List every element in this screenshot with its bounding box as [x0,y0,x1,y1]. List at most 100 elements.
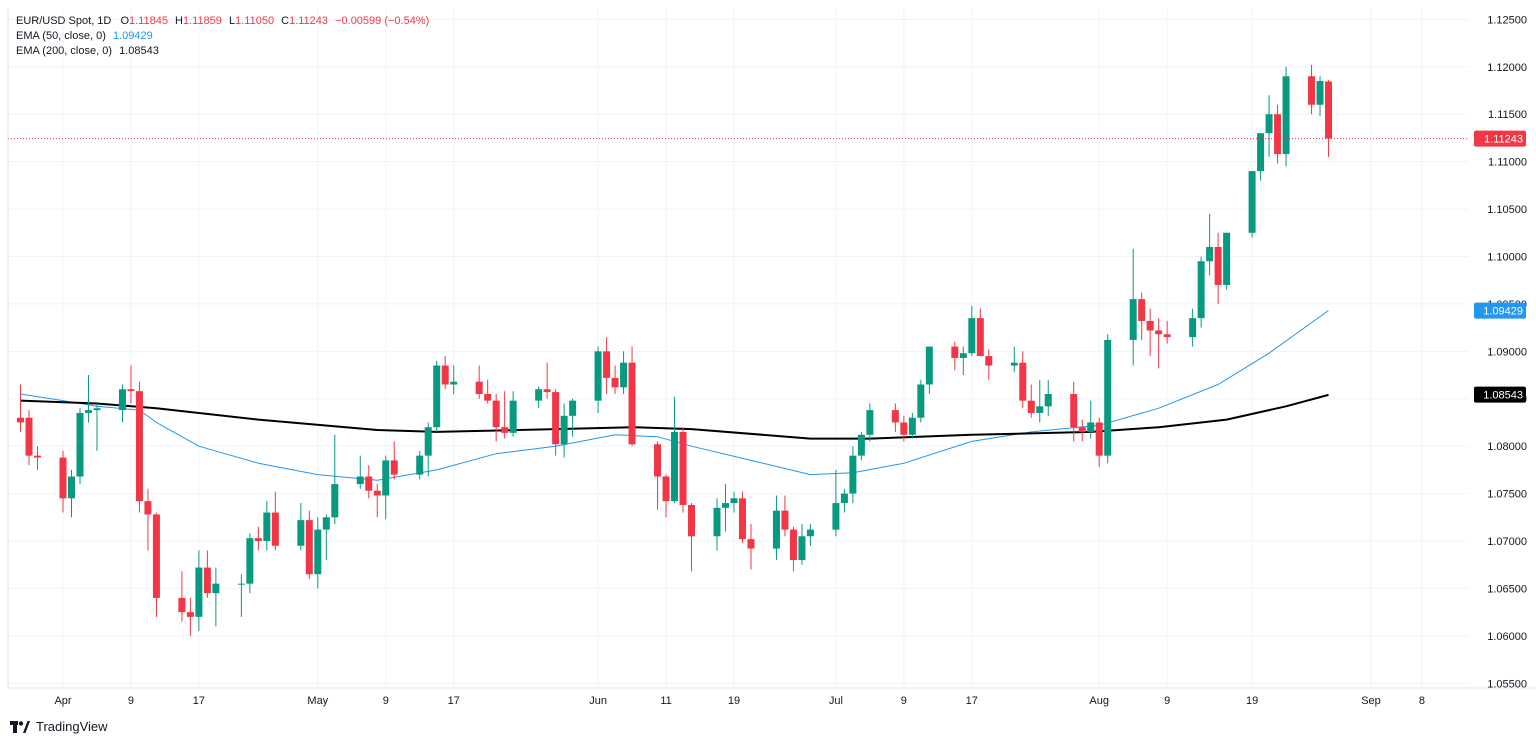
candle-body [620,362,628,388]
candle [679,427,687,513]
y-tick-label: 1.11000 [1488,157,1527,169]
candle-body [34,455,42,458]
candle [908,412,916,439]
candle-body [1010,362,1018,366]
candle-body [1282,76,1290,155]
candle [976,308,984,357]
tradingview-logo[interactable]: TradingView [10,719,108,734]
candle-body [747,539,755,549]
candle-body [1044,393,1052,407]
candle [1282,66,1290,167]
candle-body [297,520,305,546]
candle [866,403,874,442]
candle [857,431,865,461]
ema200-label[interactable]: EMA (200, close, 0) [16,45,112,57]
candle [1189,308,1197,347]
candles [17,64,1333,636]
candle-body [1308,76,1316,105]
candle [713,498,721,551]
ema200-line [20,393,1329,440]
candle-body [263,512,271,541]
candle-body [1197,261,1205,319]
candle [509,391,517,437]
candle-body [628,362,636,445]
candle-body [1146,320,1154,331]
x-tick-label: 9 [383,695,389,707]
candle [59,450,67,513]
candle [25,410,33,466]
ema50-value: 1.09429 [112,30,153,42]
candle [178,571,186,622]
candle-body [671,431,679,502]
candle-body [17,417,25,423]
candle [1214,232,1222,304]
candle-body [331,484,339,518]
candle-body [688,504,696,537]
candle-body [789,529,797,560]
ema200-price-tag: 1.08543 [1474,386,1526,403]
candle [1316,76,1324,117]
candle-body [535,389,543,401]
x-tick-label: 19 [728,695,740,707]
candle [212,567,220,627]
legend-ema50-row: EMA (50, close, 0) 1.09429 [16,29,429,44]
candle-body [1078,427,1086,432]
candle [900,415,908,442]
candle [93,403,101,451]
candle [1206,213,1214,276]
ema50-price-tag-text: 1.09429 [1483,306,1523,318]
candle [968,305,976,357]
candle-body [203,567,211,594]
candle [789,526,797,572]
candle [747,523,755,570]
candle-body [237,583,245,585]
candle [772,495,780,560]
candle-body [985,356,993,366]
candle [840,488,848,513]
candle-body [552,392,560,445]
candle-body [925,346,933,385]
candle-body [492,400,500,428]
candle [17,384,25,432]
candle-body [1087,422,1095,432]
candle-body [976,318,984,357]
candle [738,491,746,543]
tradingview-logo-text: TradingView [36,719,108,734]
candle-body [127,389,135,392]
candle [314,517,322,589]
x-tick-label: 9 [1164,695,1170,707]
close-value: 1.11243 [289,15,329,27]
last-price-tag: 1.11243 [1474,130,1526,147]
symbol-label[interactable]: EUR/USD Spot, 1D [16,15,112,27]
candle [331,434,339,524]
candle [1010,346,1018,373]
candle-body [67,476,75,499]
y-tick-label: 1.12500 [1487,14,1527,26]
candle-body [1070,393,1078,428]
candle [76,408,84,485]
candle-body [611,377,619,388]
candle [1027,384,1035,418]
candle-body [416,455,424,475]
candle-body [1019,362,1027,401]
ema50-label[interactable]: EMA (50, close, 0) [16,30,106,42]
candle [1257,133,1265,181]
close-label: C [281,15,290,27]
candle [271,491,279,551]
open-value: 1.11845 [129,15,168,27]
candle [322,514,330,560]
candle-body [968,318,976,354]
change-value: −0.00599 (−0.54%) [335,15,430,27]
candle [552,389,560,456]
candle [671,396,679,504]
candle-body [271,512,279,546]
x-tick-label: 9 [901,695,907,707]
candle [152,512,160,617]
candle-body [84,410,92,413]
candle [535,386,543,409]
y-tick-label: 1.10500 [1487,204,1527,216]
tradingview-logo-icon [10,720,30,733]
candle [1223,232,1231,290]
